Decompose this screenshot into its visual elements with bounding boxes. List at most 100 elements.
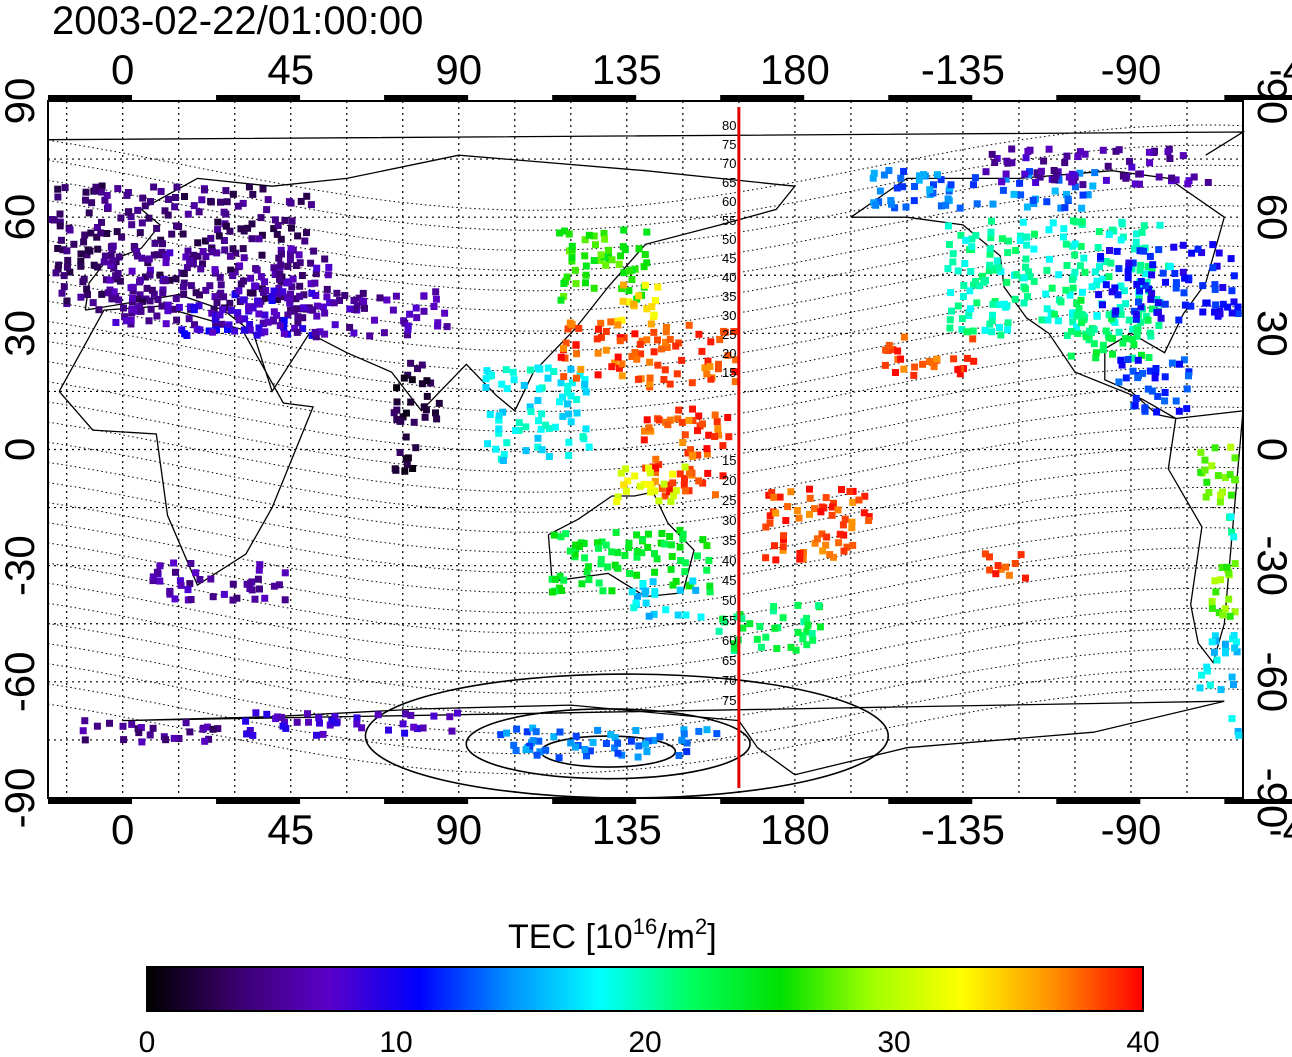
tec-cell xyxy=(954,302,962,310)
tec-cell xyxy=(331,321,339,329)
tec-cell xyxy=(840,547,848,555)
tec-cell xyxy=(1022,233,1030,241)
tec-cell xyxy=(1062,240,1070,248)
tec-cell xyxy=(1002,563,1010,571)
tec-cell xyxy=(715,431,722,439)
lat-tick-label-right: -30 xyxy=(1249,535,1292,596)
tec-cell xyxy=(1021,170,1029,178)
tec-cell xyxy=(703,450,711,458)
tec-cell xyxy=(1204,179,1212,186)
tec-cell xyxy=(618,372,626,380)
tec-cell xyxy=(1172,176,1180,184)
tec-cell xyxy=(83,285,91,293)
tec-cell xyxy=(1183,385,1191,393)
tec-cell xyxy=(679,439,687,446)
tec-cell xyxy=(1105,334,1113,342)
tec-cell xyxy=(63,263,71,271)
tec-cell xyxy=(544,374,552,382)
bottom-tick-bar xyxy=(720,799,805,804)
tec-cell xyxy=(1050,310,1058,318)
tec-cell xyxy=(582,388,590,396)
tec-cell xyxy=(404,331,411,339)
mag-contour xyxy=(47,305,1244,392)
tec-cell xyxy=(170,305,178,313)
tec-cell xyxy=(1151,374,1159,382)
tec-cell xyxy=(839,521,847,529)
tec-cell xyxy=(1217,576,1225,584)
tec-cell xyxy=(635,742,643,750)
tec-cell xyxy=(512,747,520,754)
tec-cell xyxy=(239,296,247,304)
tec-cell xyxy=(597,256,605,264)
tec-cell xyxy=(942,201,950,209)
tec-cell xyxy=(346,323,354,331)
tec-cell xyxy=(966,287,974,295)
tec-cell xyxy=(1117,236,1125,244)
tec-cell xyxy=(703,542,711,550)
tec-cell xyxy=(638,549,646,557)
tec-cell xyxy=(1054,317,1062,325)
tec-cell xyxy=(900,167,908,175)
tec-cell xyxy=(642,587,650,595)
tec-cell xyxy=(186,580,194,588)
tec-cell xyxy=(981,326,989,334)
tec-cell xyxy=(161,207,169,215)
tec-cell xyxy=(420,307,428,315)
tec-cell xyxy=(249,304,257,312)
tec-cell xyxy=(284,311,292,319)
tec-cell xyxy=(1091,169,1099,177)
tec-cell xyxy=(602,261,610,269)
tec-cell xyxy=(944,195,952,203)
coastline-greenland xyxy=(47,131,1246,179)
tec-cell xyxy=(597,555,605,563)
tec-cell xyxy=(1052,172,1060,179)
tec-cell xyxy=(1030,245,1038,253)
tec-cell xyxy=(412,444,420,452)
tec-cell xyxy=(697,613,705,621)
tec-cell xyxy=(127,213,135,221)
tec-cell xyxy=(220,293,228,301)
tec-cell xyxy=(633,531,641,539)
tec-cell xyxy=(662,606,670,614)
tec-cell xyxy=(808,630,816,637)
tec-cell xyxy=(706,363,714,370)
tec-cell xyxy=(870,169,878,177)
tec-cell xyxy=(608,256,616,264)
tec-cell xyxy=(162,277,170,285)
tec-cell xyxy=(1164,148,1172,156)
tec-cell xyxy=(1185,177,1193,185)
bottom-tick-bar xyxy=(888,799,973,804)
tec-cell xyxy=(273,311,281,319)
tec-cell xyxy=(325,263,333,271)
tec-cell xyxy=(393,384,401,392)
tec-cell xyxy=(865,513,873,521)
tec-cell xyxy=(730,644,738,652)
tec-cell xyxy=(58,289,66,297)
tec-cell xyxy=(173,183,181,191)
tec-cell xyxy=(147,305,155,313)
tec-cell xyxy=(772,509,780,517)
tec-cell xyxy=(1166,155,1174,162)
tec-cell xyxy=(926,358,933,365)
tec-cell xyxy=(674,611,682,619)
tec-cell xyxy=(214,725,222,733)
tec-cell xyxy=(565,452,573,459)
tec-cell xyxy=(385,726,392,734)
top-tick-bar xyxy=(1224,95,1292,100)
tec-cell xyxy=(304,710,311,718)
tec-cell xyxy=(1024,148,1032,155)
tec-cell xyxy=(246,585,254,592)
tec-cell xyxy=(118,233,126,241)
tec-cell xyxy=(239,245,247,253)
tec-cell xyxy=(653,555,661,563)
tec-cell xyxy=(706,588,714,596)
tec-cell xyxy=(1230,681,1237,689)
tec-cell xyxy=(146,266,154,274)
tec-cell xyxy=(492,445,500,453)
mag-contour xyxy=(47,688,1244,775)
tec-cell xyxy=(608,548,616,556)
tec-cell xyxy=(662,338,669,346)
tec-cell xyxy=(219,306,227,314)
tec-cell xyxy=(229,272,237,280)
tec-cell xyxy=(1142,282,1150,290)
